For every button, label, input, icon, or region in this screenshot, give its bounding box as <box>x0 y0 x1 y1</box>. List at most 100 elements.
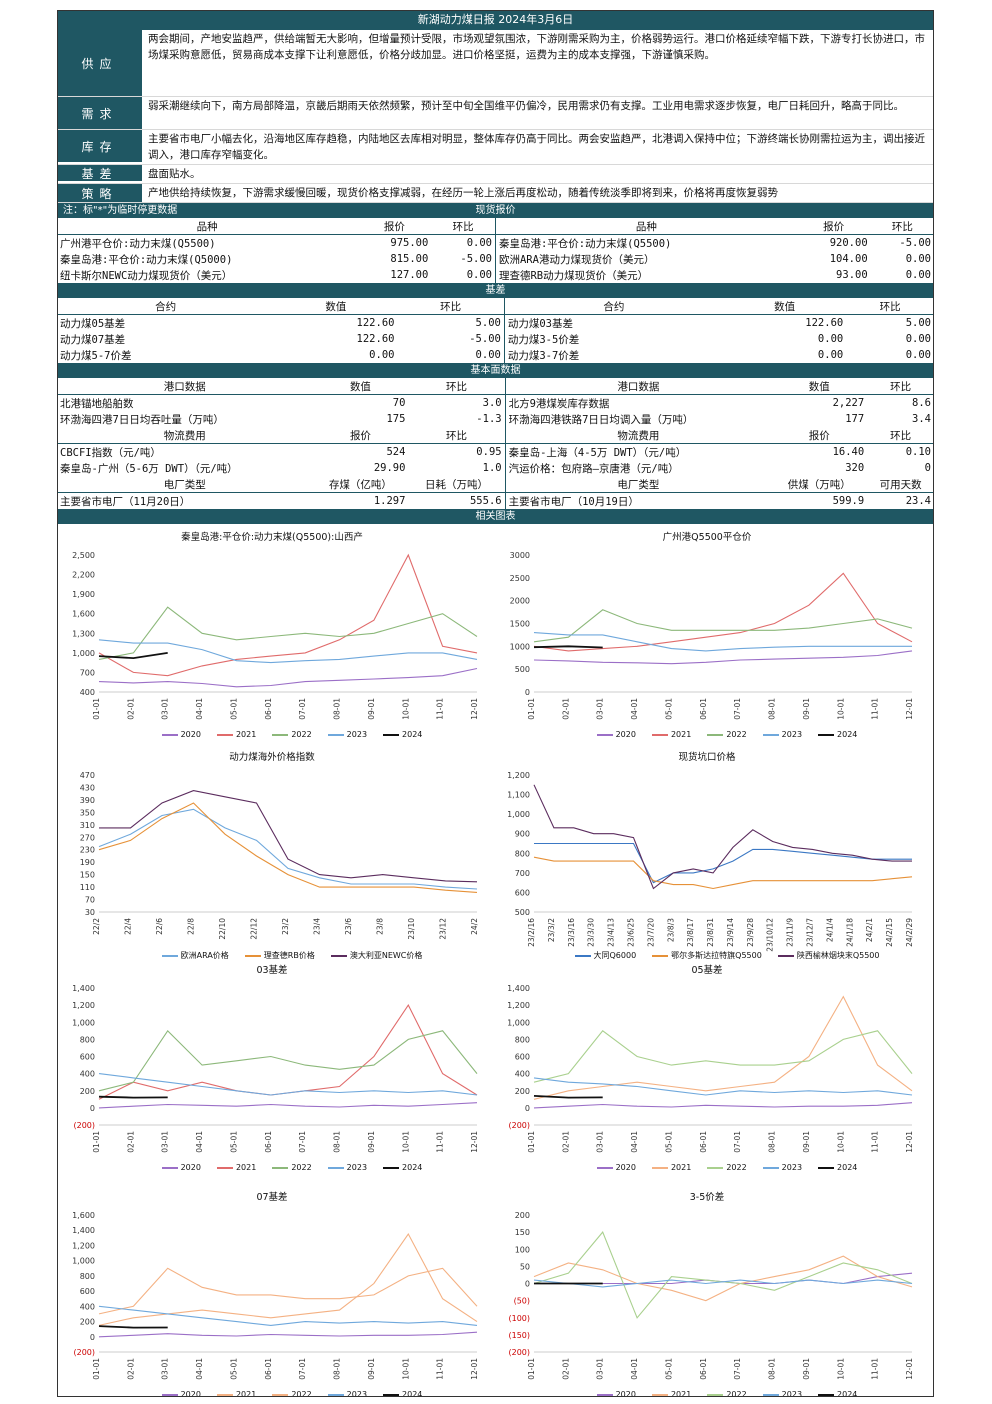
chart-plot: 1,400 1,200 1,000 800 600 400 200 0 (200)01-01 02… <box>72 984 479 1153</box>
x-tick-label: 10-01 <box>836 1131 845 1153</box>
series-line-2023 <box>533 632 912 652</box>
x-tick-label: 07-01 <box>733 1358 742 1380</box>
table-cell: 0.00 <box>397 347 505 363</box>
legend-label: 2024 <box>837 1163 858 1172</box>
y-tick-label: (100) <box>508 1314 530 1323</box>
legend-label: 2023 <box>346 1163 368 1172</box>
series-line-2021 <box>98 553 478 677</box>
table-cell: 0.95 <box>408 443 506 460</box>
table-header-row: 物流费用 报价 环比 物流费用 报价 环比 <box>57 427 934 444</box>
summary-label: 供应 <box>57 30 142 96</box>
x-tick-label: 10-01 <box>836 698 845 720</box>
series-line-2020 <box>98 1102 478 1109</box>
x-tick-label: 11-01 <box>436 698 445 720</box>
series-line-2022 <box>98 606 478 660</box>
series-line-2021 <box>98 1004 478 1100</box>
series-line-2021 <box>533 572 913 652</box>
y-tick-label: 400 <box>80 1070 95 1079</box>
x-tick-label: 03-01 <box>596 698 605 720</box>
chart-title: 3-5价差 <box>689 1192 725 1203</box>
legend-label: 2020 <box>180 1163 201 1172</box>
table-cell: 环比 <box>408 427 506 444</box>
fundamentals-section-bar: 基本面数据 <box>57 363 934 378</box>
summary-text: 产地供给持续恢复，下游需求缓慢回暖，现货价格支撑减弱，在经历一轮上涨后再度松动，… <box>148 187 778 199</box>
chart: 广州港Q5500平仓价 3000 2500 2000 1500 1000 500 0 01-01… <box>492 529 922 744</box>
y-tick-label: 1,200 <box>72 1001 95 1010</box>
x-tick-label: 05-01 <box>229 1358 238 1380</box>
x-tick-label: 11-01 <box>871 698 880 720</box>
x-tick-label: 23/10/12 <box>766 918 775 952</box>
legend-label: 2024 <box>837 1390 858 1399</box>
x-tick-label: 10-01 <box>401 1131 410 1153</box>
x-tick-label: 01-01 <box>527 1131 536 1153</box>
chart-legend: 2020 2021 2022 2023 2024 <box>542 1163 912 1172</box>
legend-item: 2020 <box>596 1163 636 1172</box>
legend-item: 2021 <box>216 730 257 739</box>
x-tick-label: 05-01 <box>229 1131 238 1153</box>
y-tick-label: 200 <box>80 1087 95 1096</box>
series-line-2022 <box>98 1267 478 1315</box>
summary-text: 主要省市电厂小幅去化，沿海地区库存趋稳，内陆地区去库相对明显，整体库存仍高于同比… <box>148 133 925 161</box>
table-cell: 555.6 <box>408 492 506 509</box>
series-line-2023 <box>98 1305 478 1326</box>
table-cell: 秦皇岛港:平仓价:动力末煤(Q5000) <box>60 253 233 266</box>
legend-swatch <box>707 733 724 736</box>
legend-item: 2023 <box>327 1390 367 1399</box>
legend-label: 2024 <box>402 1163 423 1172</box>
y-tick-label: 800 <box>80 1272 95 1281</box>
table-cell: 599.9 <box>832 495 865 507</box>
legend-item: 2024 <box>818 1163 857 1172</box>
y-tick-label: (50) <box>514 1297 530 1306</box>
summary-row-supply: 供应 两会期间，产地安监趋严，供给端暂无大影响，但增量预计受限，市场观望氛围浓，… <box>57 30 934 97</box>
table-row: 主要省市电厂（11月20日） 1.297 555.6 主要省市电厂（10月19日） 59… <box>57 492 934 509</box>
legend-swatch <box>596 733 613 736</box>
legend-item: 2020 <box>161 1390 201 1399</box>
spot-section-title: 现货报价 <box>475 205 516 216</box>
legend-item: 鄂尔多斯达拉特旗Q5500 <box>652 950 762 961</box>
legend-label: 大同Q6000 <box>593 951 637 960</box>
legend-swatch <box>383 733 400 736</box>
table-header-row: 港口数据 数值 环比 港口数据 数值 环比 <box>57 378 934 395</box>
legend-item: 2023 <box>327 730 367 739</box>
table-cell: 815.00 <box>390 253 429 265</box>
x-tick-label: 09-01 <box>802 1358 811 1380</box>
chart: 05基差 1,400 1,200 1,000 800 600 400 200 0 (200) 01-… <box>492 962 922 1177</box>
x-tick-label: 11-01 <box>436 1131 445 1153</box>
x-tick-label: 23/4/13 <box>607 918 616 947</box>
summary-label: 基差 <box>57 165 142 181</box>
table-row: CBCFI指数（元/吨） 524 0.95 秦皇岛-上海（4-5万 DWT）（元/吨）… <box>57 443 934 460</box>
table-cell: 环比 <box>867 427 934 444</box>
x-tick-label: 23/12/7 <box>806 918 815 947</box>
table-cell: 93.00 <box>836 269 868 281</box>
chart-legend: 大同Q6000 鄂尔多斯达拉特旗Q5500 陕西榆林烟块末Q5500 <box>542 950 912 961</box>
x-tick-label: 03-01 <box>596 1358 605 1380</box>
table-cell: 动力煤5-7价差 <box>60 349 132 362</box>
series-line-陕西榆林烟块末Q5500 <box>533 784 912 890</box>
legend-swatch <box>330 954 347 957</box>
x-tick-label: 03-01 <box>161 1358 170 1380</box>
y-tick-label: 0 <box>525 688 530 697</box>
y-tick-label: (200) <box>73 1348 95 1357</box>
legend-label: 2021 <box>235 730 257 739</box>
legend-item: 2022 <box>707 1390 747 1399</box>
legend-item: 2021 <box>216 1390 256 1399</box>
y-tick-label: 1,000 <box>72 649 95 658</box>
x-tick-label: 22/10 <box>218 918 227 940</box>
table-row: 北港锚地船舶数 70 3.0 北方9港煤炭库存数据 2,227 8.6 <box>57 394 934 411</box>
y-tick-label: 150 <box>515 1228 530 1237</box>
y-tick-label: 0 <box>525 1280 530 1289</box>
legend-label: 2020 <box>615 730 636 739</box>
legend-swatch <box>327 1393 344 1396</box>
x-tick-label: 07-01 <box>733 1131 742 1153</box>
table-row: 秦皇岛-广州（5-6万 DWT）（元/吨） 29.90 1.0 汽运价格：包府路—京唐… <box>57 460 934 476</box>
x-tick-label: 04-01 <box>630 698 639 720</box>
series-line-鄂尔多斯达拉特旗Q5500 <box>533 856 913 890</box>
table-row: 纽卡斯尔NEWC动力煤现货价（美元） 127.00 0.00 理查德RB动力煤现货价（… <box>57 267 934 283</box>
x-tick-label: 04-01 <box>195 1131 204 1153</box>
legend-label: 2020 <box>615 1390 636 1399</box>
x-tick-label: 06-01 <box>699 1358 708 1380</box>
chart: 现货坑口价格 1,200 1,100 1,000 900 800 700 600 500 23/2… <box>492 749 922 964</box>
table-cell: 电厂类型 <box>57 476 313 493</box>
legend-label: 2021 <box>235 1163 257 1172</box>
y-tick-label: 1,200 <box>72 1241 95 1250</box>
